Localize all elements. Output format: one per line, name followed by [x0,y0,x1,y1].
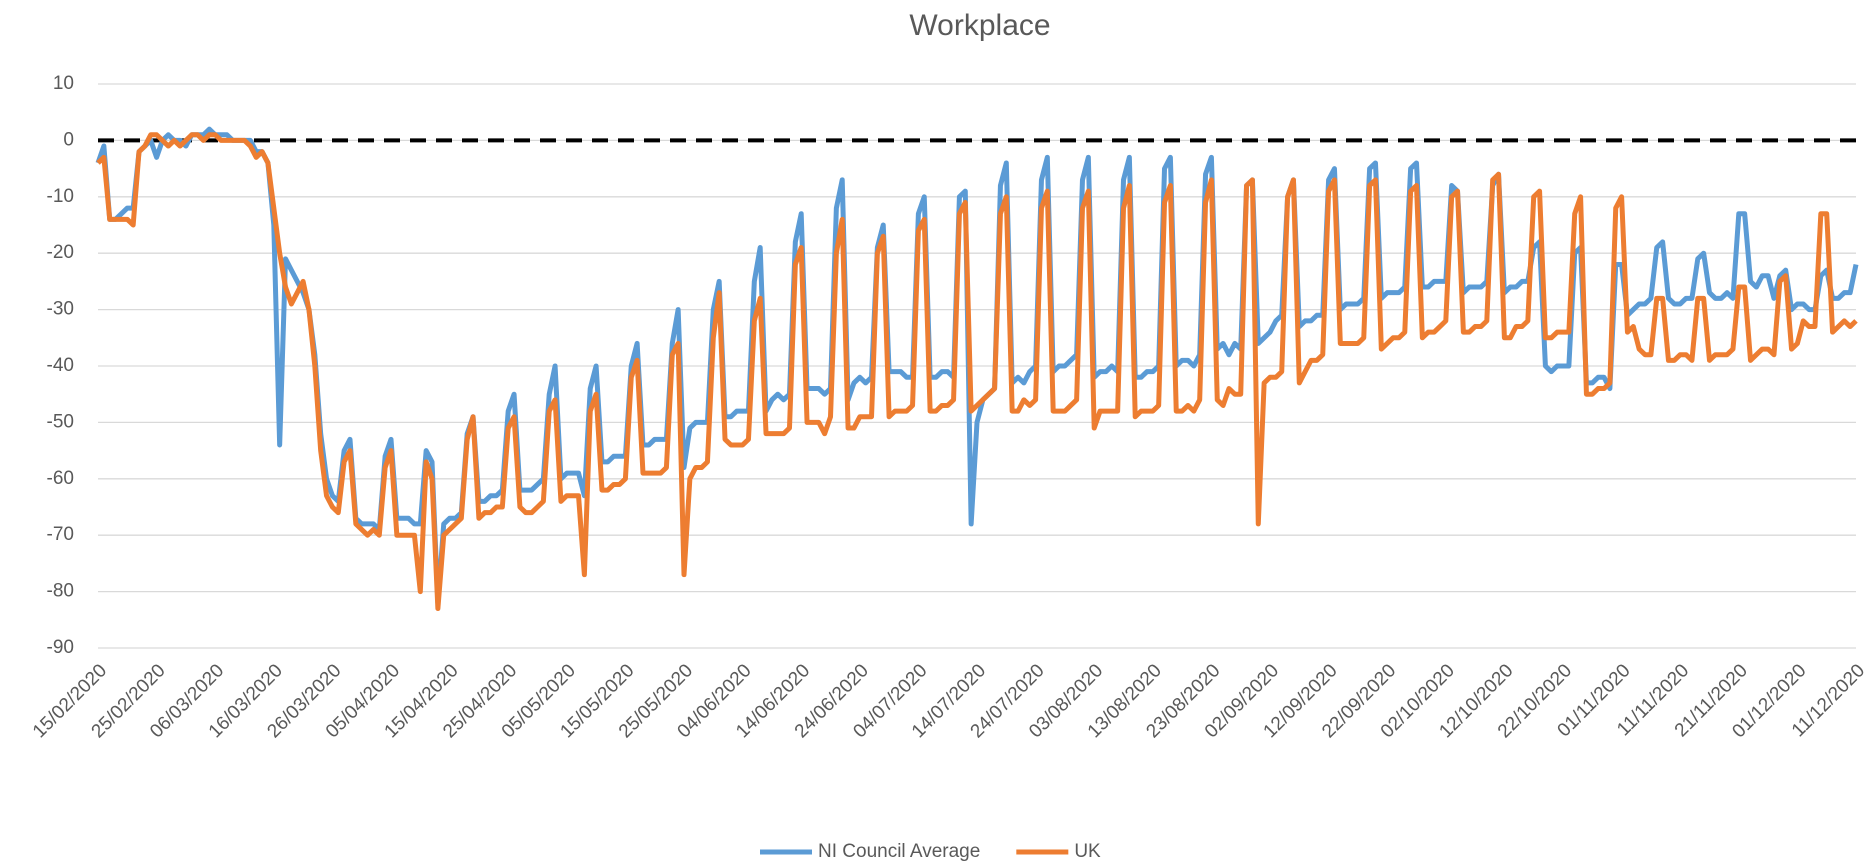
y-tick-label: -50 [47,411,74,432]
y-tick-label: -60 [47,468,74,489]
series-line [95,126,1859,606]
y-tick-label: -10 [47,186,74,207]
series-line [96,132,1858,612]
legend-label: UK [1074,841,1101,862]
y-tick-label: 10 [53,73,74,94]
y-tick-label: 0 [63,129,74,150]
y-tick-label: -70 [47,524,74,545]
y-tick-label: -90 [47,637,74,658]
legend-label: NI Council Average [818,841,980,862]
y-tick-label: -80 [47,581,74,602]
y-tick-label: -30 [47,299,74,320]
chart-title: Workplace [909,9,1050,42]
y-tick-label: -40 [47,355,74,376]
y-tick-label: -20 [47,242,74,263]
